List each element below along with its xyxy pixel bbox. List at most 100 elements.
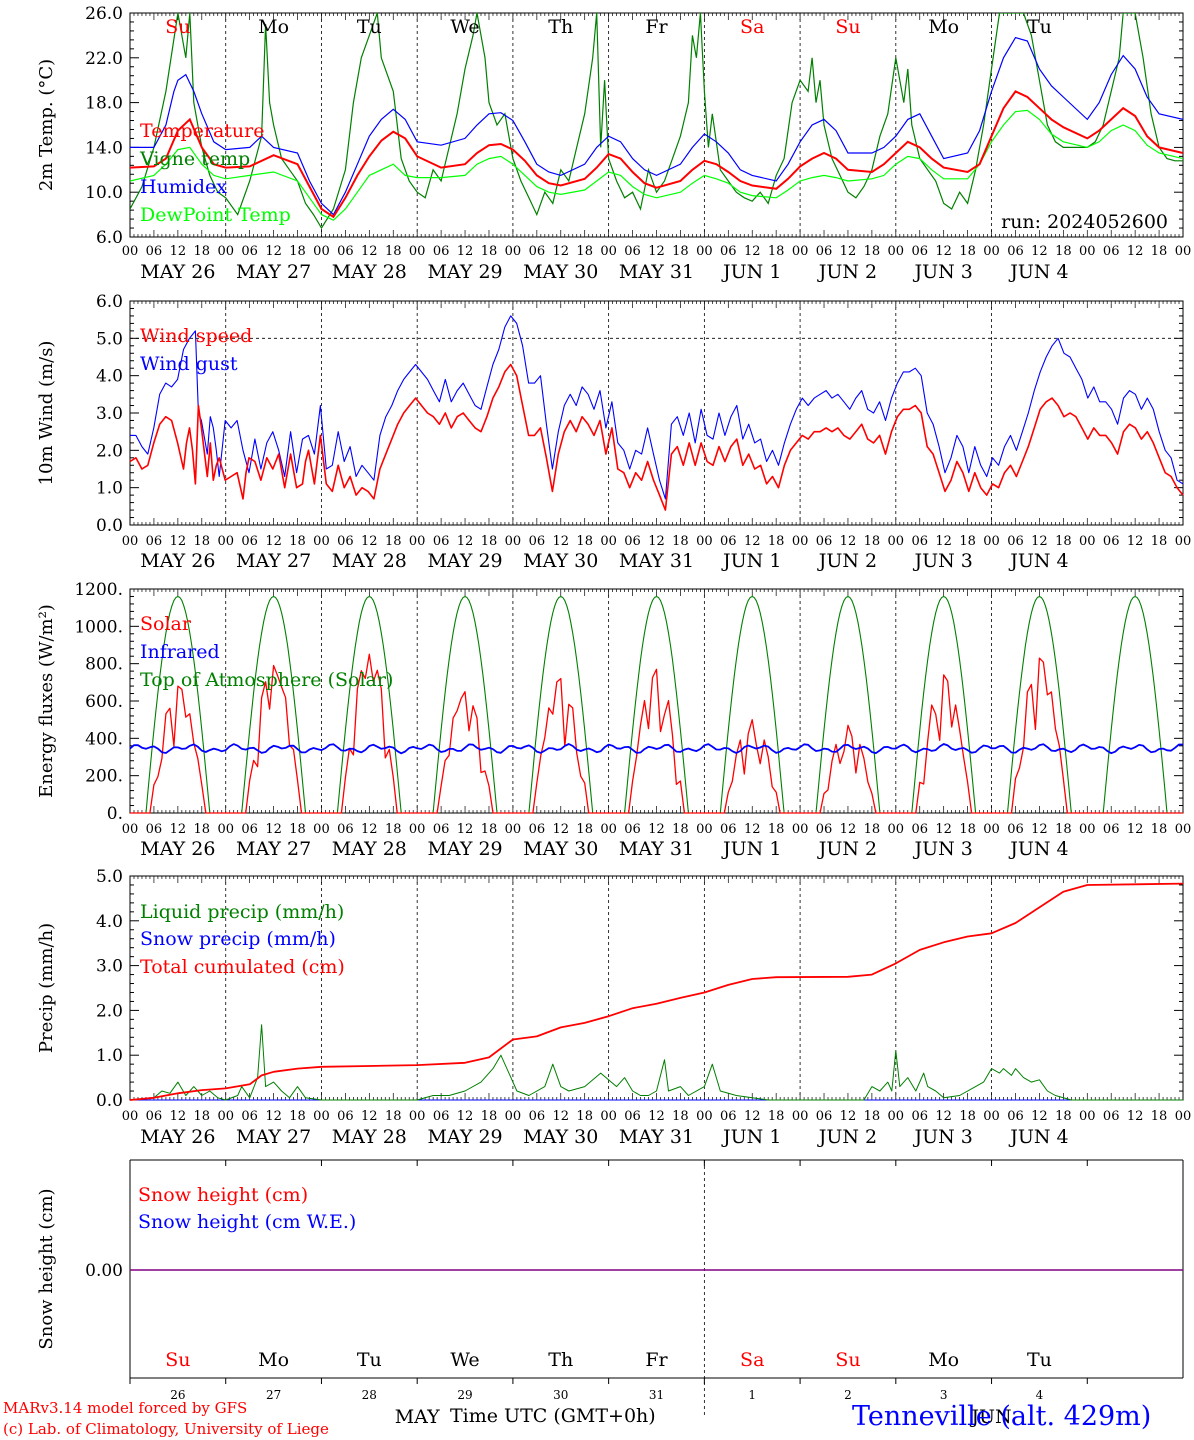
hour-tick-label: 12 [552, 822, 569, 837]
date-label: MAY 27 [236, 838, 311, 860]
hour-tick-label: 12 [361, 534, 378, 549]
x-axis-title: Time UTC (GMT+0h) [450, 1405, 656, 1427]
hour-tick-label: 12 [457, 1109, 474, 1124]
hour-tick-label: 06 [624, 244, 641, 259]
month-label-jun: JUN [969, 1406, 1011, 1428]
hour-tick-label: 06 [1103, 244, 1120, 259]
hour-tick-label: 00 [505, 822, 522, 837]
hour-tick-label: 12 [744, 1109, 761, 1124]
hour-tick-label: 12 [1127, 534, 1144, 549]
hour-tick-label: 18 [672, 1109, 689, 1124]
hour-tick-label: 06 [816, 1109, 833, 1124]
hour-tick-label: 12 [170, 244, 187, 259]
hour-tick-label: 00 [888, 822, 905, 837]
date-label: MAY 30 [523, 1126, 598, 1148]
hour-tick-label: 06 [146, 534, 163, 549]
hour-tick-label: 18 [864, 1109, 881, 1124]
hour-tick-label: 00 [600, 822, 617, 837]
hour-tick-label: 18 [1055, 822, 1072, 837]
hour-tick-label: 18 [576, 534, 593, 549]
hour-tick-label: 06 [911, 822, 928, 837]
infrared-line [129, 743, 1183, 755]
hour-tick-label: 00 [696, 1109, 713, 1124]
date-label: MAY 31 [619, 261, 694, 283]
weekday-label: Tu [357, 16, 382, 38]
legend-total-cumulated: Total cumulated (cm) [140, 956, 345, 978]
hour-tick-label: 18 [672, 244, 689, 259]
hour-tick-label: 12 [457, 244, 474, 259]
hour-tick-label: 00 [600, 1109, 617, 1124]
hour-tick-label: 00 [505, 534, 522, 549]
hour-tick-label: 12 [840, 534, 857, 549]
hour-tick-label: 06 [624, 822, 641, 837]
day-number-label: 4 [1036, 1388, 1044, 1402]
hour-tick-label: 00 [983, 822, 1000, 837]
hour-tick-label: 06 [1103, 822, 1120, 837]
hour-tick-label: 12 [648, 822, 665, 837]
hour-tick-label: 00 [409, 534, 426, 549]
hour-tick-label: 12 [552, 1109, 569, 1124]
y-tick-label: 5.0 [96, 867, 123, 887]
hour-tick-label: 12 [457, 822, 474, 837]
date-label: JUN 3 [912, 1126, 972, 1148]
hour-tick-label: 12 [1127, 1109, 1144, 1124]
legend-snow-height-we: Snow height (cm W.E.) [138, 1211, 356, 1233]
footer-credit-line: (c) Lab. of Climatology, University of L… [3, 1420, 329, 1438]
hour-tick-label: 18 [1055, 1109, 1072, 1124]
hour-tick-label: 00 [983, 244, 1000, 259]
hour-tick-label: 00 [313, 534, 330, 549]
hour-tick-label: 06 [911, 1109, 928, 1124]
date-label: MAY 29 [427, 1126, 502, 1148]
hour-tick-label: 06 [433, 534, 450, 549]
hour-tick-label: 06 [433, 822, 450, 837]
y-tick-label: 400. [85, 729, 123, 749]
hour-tick-label: 00 [122, 534, 139, 549]
month-label-may: MAY [395, 1406, 440, 1428]
hour-tick-label: 18 [385, 534, 402, 549]
y-tick-label: 4.0 [96, 912, 123, 932]
date-label: JUN 2 [817, 261, 877, 283]
hour-tick-label: 00 [792, 822, 809, 837]
hour-tick-label: 12 [265, 244, 282, 259]
weekday-label: Mo [258, 1349, 289, 1371]
hour-tick-label: 00 [122, 822, 139, 837]
precip-y-axis-label: Precip (mm/h) [36, 923, 57, 1053]
weekday-label: Tu [357, 1349, 382, 1371]
weekday-label: We [450, 16, 479, 38]
hour-tick-label: 12 [744, 244, 761, 259]
hour-tick-label: 12 [648, 1109, 665, 1124]
hour-tick-label: 00 [313, 244, 330, 259]
hour-tick-label: 06 [816, 534, 833, 549]
weekday-label: Fr [645, 16, 668, 38]
legend-infrared: Infrared [140, 641, 220, 663]
day-number-label: 31 [649, 1388, 664, 1402]
hour-tick-label: 06 [529, 1109, 546, 1124]
hour-tick-label: 06 [720, 244, 737, 259]
hour-tick-label: 00 [217, 534, 234, 549]
hour-tick-label: 06 [337, 534, 354, 549]
date-label: JUN 1 [721, 1126, 781, 1148]
hour-tick-label: 12 [1031, 534, 1048, 549]
weekday-label: Th [548, 1349, 573, 1371]
hour-tick-label: 12 [361, 244, 378, 259]
hour-tick-label: 00 [792, 244, 809, 259]
date-label: MAY 27 [236, 1126, 311, 1148]
day-number-label: 29 [457, 1388, 472, 1402]
date-label: MAY 30 [523, 261, 598, 283]
weekday-label: Tu [1027, 1349, 1052, 1371]
date-label: JUN 3 [912, 838, 972, 860]
day-number-label: 27 [266, 1388, 281, 1402]
hour-tick-label: 18 [959, 244, 976, 259]
hour-tick-label: 12 [648, 534, 665, 549]
hour-tick-label: 12 [265, 822, 282, 837]
date-label: MAY 28 [332, 261, 407, 283]
hour-tick-label: 06 [337, 244, 354, 259]
legend-liquid-precip: Liquid precip (mm/h) [140, 901, 344, 923]
y-tick-label: 18.0 [85, 94, 123, 114]
date-label: JUN 4 [1008, 261, 1068, 283]
hour-tick-label: 06 [1103, 534, 1120, 549]
date-label: MAY 31 [619, 550, 694, 572]
hour-tick-label: 06 [1007, 534, 1024, 549]
hour-tick-label: 00 [696, 822, 713, 837]
hour-tick-label: 06 [146, 1109, 163, 1124]
